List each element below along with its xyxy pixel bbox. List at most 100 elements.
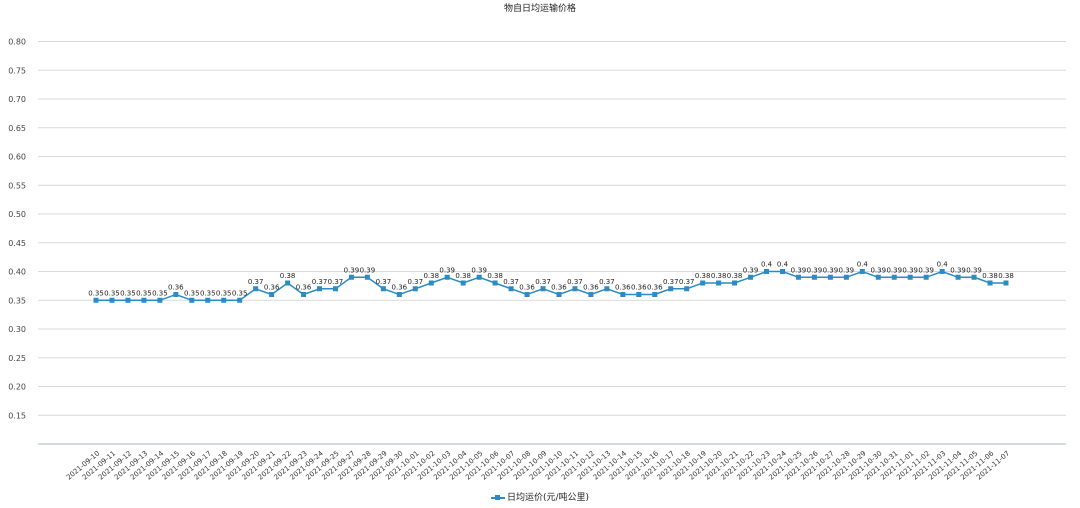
data-label: 0.39 bbox=[791, 266, 807, 274]
data-label: 0.37 bbox=[535, 278, 551, 286]
data-label: 0.4 bbox=[937, 261, 949, 269]
data-point bbox=[891, 274, 897, 280]
data-label: 0.35 bbox=[216, 289, 232, 297]
data-point bbox=[396, 292, 402, 297]
data-label: 0.35 bbox=[152, 289, 168, 297]
data-point bbox=[444, 274, 450, 280]
data-point bbox=[173, 292, 179, 297]
data-point bbox=[540, 286, 546, 292]
data-label: 0.39 bbox=[950, 266, 966, 274]
data-label: 0.37 bbox=[679, 278, 695, 286]
data-point bbox=[1003, 280, 1009, 286]
data-point bbox=[843, 274, 849, 280]
data-label: 0.36 bbox=[392, 284, 408, 292]
data-point bbox=[923, 274, 929, 280]
legend-marker-icon bbox=[490, 494, 505, 502]
y-tick-label: 0.60 bbox=[8, 153, 26, 162]
data-point bbox=[556, 292, 562, 297]
series-line bbox=[96, 270, 1006, 302]
data-label: 0.38 bbox=[711, 272, 727, 280]
data-label: 0.38 bbox=[727, 272, 743, 280]
data-label: 0.38 bbox=[455, 272, 471, 280]
y-tick-label: 0.30 bbox=[8, 325, 26, 334]
y-tick-label: 0.50 bbox=[8, 210, 26, 219]
y-tick-label: 0.20 bbox=[8, 383, 26, 392]
data-label: 0.35 bbox=[120, 289, 136, 297]
data-label: 0.38 bbox=[423, 272, 439, 280]
data-label: 0.39 bbox=[471, 266, 487, 274]
y-tick-label: 0.45 bbox=[8, 239, 26, 248]
data-point bbox=[748, 274, 754, 280]
y-tick-label: 0.65 bbox=[8, 124, 26, 133]
data-point bbox=[572, 286, 578, 292]
data-label: 0.38 bbox=[982, 272, 998, 280]
data-point bbox=[668, 286, 674, 292]
data-label: 0.35 bbox=[88, 289, 104, 297]
data-point bbox=[620, 292, 626, 297]
data-label: 0.4 bbox=[777, 261, 789, 269]
legend[interactable]: 日均运价(元/吨公里) bbox=[0, 490, 1080, 503]
data-label: 0.4 bbox=[857, 261, 869, 269]
data-label: 0.39 bbox=[966, 266, 982, 274]
data-point bbox=[652, 292, 658, 297]
data-point bbox=[492, 280, 498, 286]
data-label: 0.36 bbox=[583, 284, 599, 292]
data-point bbox=[795, 274, 801, 280]
data-point bbox=[811, 274, 817, 280]
data-point bbox=[221, 297, 227, 303]
data-point bbox=[317, 286, 323, 292]
data-label: 0.36 bbox=[615, 284, 631, 292]
data-point bbox=[285, 280, 291, 286]
data-label: 0.38 bbox=[487, 272, 503, 280]
data-point bbox=[827, 274, 833, 280]
data-point bbox=[588, 292, 594, 297]
data-label: 0.39 bbox=[839, 266, 855, 274]
data-point bbox=[987, 280, 993, 286]
data-point bbox=[205, 297, 211, 303]
legend-label: 日均运价(元/吨公里) bbox=[506, 493, 590, 503]
data-point bbox=[428, 280, 434, 286]
data-point bbox=[859, 269, 865, 274]
data-label: 0.37 bbox=[663, 278, 679, 286]
data-label: 0.35 bbox=[136, 289, 152, 297]
data-point bbox=[253, 286, 259, 292]
data-point bbox=[907, 274, 913, 280]
data-point bbox=[364, 274, 370, 280]
data-label: 0.36 bbox=[551, 284, 567, 292]
y-tick-label: 0.15 bbox=[8, 411, 26, 420]
data-point bbox=[157, 297, 163, 303]
y-tick-label: 0.70 bbox=[8, 95, 26, 104]
y-tick-label: 0.35 bbox=[8, 296, 26, 305]
data-point bbox=[93, 297, 99, 303]
data-label: 0.37 bbox=[599, 278, 615, 286]
y-tick-label: 0.80 bbox=[8, 38, 26, 47]
data-point bbox=[604, 286, 610, 292]
data-label: 0.39 bbox=[807, 266, 823, 274]
data-label: 0.37 bbox=[312, 278, 328, 286]
data-label: 0.36 bbox=[264, 284, 280, 292]
data-point bbox=[779, 269, 785, 274]
data-label: 0.4 bbox=[761, 261, 773, 269]
data-label: 0.39 bbox=[886, 266, 902, 274]
data-label: 0.35 bbox=[184, 289, 200, 297]
data-point bbox=[269, 292, 275, 297]
data-point bbox=[875, 274, 881, 280]
data-label: 0.35 bbox=[232, 289, 248, 297]
y-tick-label: 0.25 bbox=[8, 354, 26, 363]
data-label: 0.39 bbox=[823, 266, 839, 274]
data-label: 0.39 bbox=[902, 266, 918, 274]
data-label: 0.38 bbox=[695, 272, 711, 280]
data-point bbox=[524, 292, 530, 297]
data-label: 0.35 bbox=[200, 289, 216, 297]
data-label: 0.38 bbox=[280, 272, 296, 280]
data-point bbox=[348, 274, 354, 280]
data-label: 0.39 bbox=[439, 266, 455, 274]
y-tick-label: 0.75 bbox=[8, 66, 26, 75]
data-label: 0.38 bbox=[998, 272, 1014, 280]
data-label: 0.37 bbox=[376, 278, 392, 286]
data-label: 0.36 bbox=[631, 284, 647, 292]
data-point bbox=[700, 280, 706, 286]
data-label: 0.39 bbox=[918, 266, 934, 274]
